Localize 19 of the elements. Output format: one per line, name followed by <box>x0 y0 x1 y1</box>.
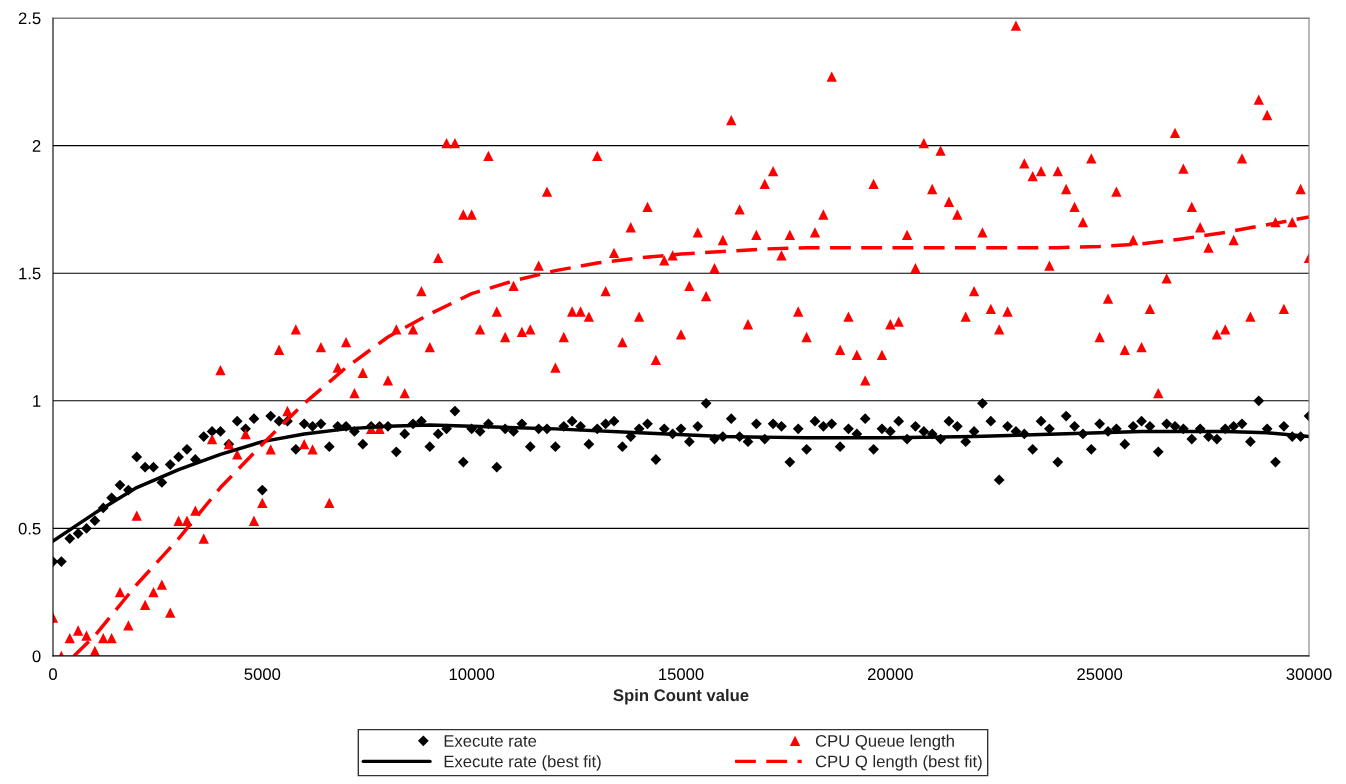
x-tick-label: 30000 <box>1286 668 1332 681</box>
x-tick-label: 25000 <box>1077 668 1123 681</box>
x-tick-label: 20000 <box>868 668 913 681</box>
legend-label: CPU Q length (best fit) <box>815 755 982 771</box>
x-tick-label: 0 <box>49 668 57 681</box>
y-tick-label: 0 <box>32 650 41 663</box>
legend-label: CPU Queue length <box>815 734 954 751</box>
y-tick-label: 1 <box>33 395 41 407</box>
y-tick-label: 1.5 <box>19 267 41 280</box>
x-tick-label: 15000 <box>659 668 704 681</box>
x-axis-title: Spin Count value <box>613 688 749 705</box>
legend-label: Execute rate (best fit) <box>444 755 601 771</box>
legend-label: Execute rate <box>444 735 537 747</box>
x-tick-label: 5000 <box>244 668 281 681</box>
y-tick-label: 0.5 <box>18 522 41 535</box>
y-tick-label: 2.5 <box>18 12 41 25</box>
y-tick-label: 2 <box>32 140 41 152</box>
line-series <box>72 215 1309 656</box>
x-tick-label: 10000 <box>449 668 495 681</box>
